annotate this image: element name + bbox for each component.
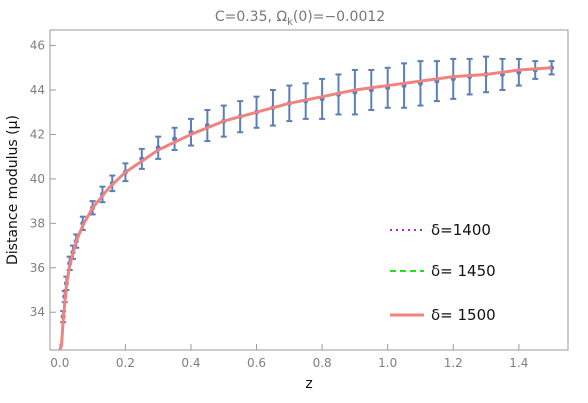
plot-frame [49, 29, 569, 351]
model-curves [58, 66, 552, 351]
data-point [401, 62, 408, 109]
data-point [155, 135, 162, 160]
data-points [60, 55, 555, 324]
x-tick-label: 0.2 [116, 356, 135, 370]
legend-label-delta-1400: δ=1400 [431, 221, 491, 239]
y-tick-label: 44 [30, 83, 45, 97]
data-point [351, 69, 358, 116]
data-point [368, 69, 375, 111]
data-point [450, 57, 457, 100]
data-point [319, 77, 326, 120]
x-tick-label: 1.0 [378, 356, 397, 370]
y-tick-label: 42 [30, 127, 45, 141]
x-tick-label: 1.2 [444, 356, 463, 370]
x-tick-label: 0.6 [247, 356, 266, 370]
data-point [433, 60, 440, 103]
data-point [499, 57, 506, 91]
legend: δ=1400 δ= 1450 δ= 1500 [390, 221, 496, 324]
legend-label-delta-1450: δ= 1450 [431, 262, 496, 280]
y-tick-label: 34 [30, 305, 45, 319]
chart-title: C=0.35, Ωk(0)=−0.0012 [215, 9, 385, 28]
x-axis: 0.0 0.2 0.4 0.6 0.8 1.0 1.2 1.4 [50, 344, 528, 370]
x-tick-label: 0.8 [313, 356, 332, 370]
legend-label-delta-1500: δ= 1500 [431, 306, 496, 324]
x-tick-label: 1.4 [509, 356, 528, 370]
y-tick-label: 46 [30, 39, 45, 53]
y-tick-label: 36 [30, 261, 45, 275]
data-point [515, 57, 522, 87]
y-axis: 34 36 38 40 42 44 46 [30, 39, 56, 319]
x-tick-label: 0.4 [181, 356, 200, 370]
x-axis-label: z [305, 376, 312, 392]
data-point [171, 126, 178, 151]
y-tick-label: 38 [30, 216, 45, 230]
y-axis-label: Distance modulus (μ) [5, 115, 21, 265]
data-point [384, 66, 391, 109]
x-tick-label: 0.0 [50, 356, 69, 370]
y-tick-label: 40 [30, 172, 45, 186]
data-point [204, 109, 211, 143]
data-point [138, 147, 145, 170]
data-point [187, 117, 194, 147]
data-point [417, 60, 424, 107]
series-line-solid [58, 66, 552, 351]
